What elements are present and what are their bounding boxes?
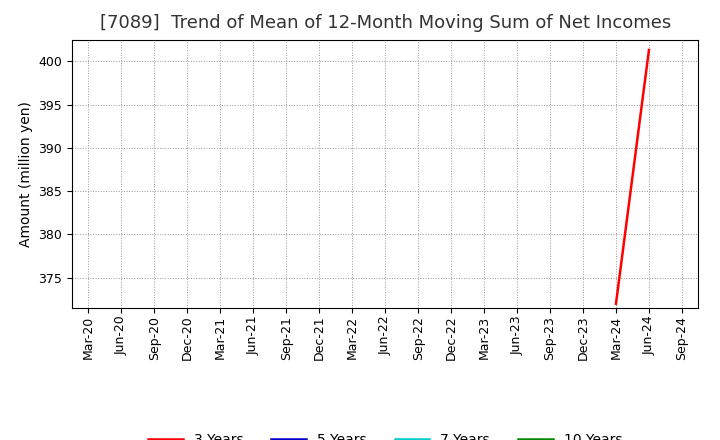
- Y-axis label: Amount (million yen): Amount (million yen): [19, 101, 33, 247]
- Legend: 3 Years, 5 Years, 7 Years, 10 Years: 3 Years, 5 Years, 7 Years, 10 Years: [143, 428, 628, 440]
- Title: [7089]  Trend of Mean of 12-Month Moving Sum of Net Incomes: [7089] Trend of Mean of 12-Month Moving …: [99, 15, 671, 33]
